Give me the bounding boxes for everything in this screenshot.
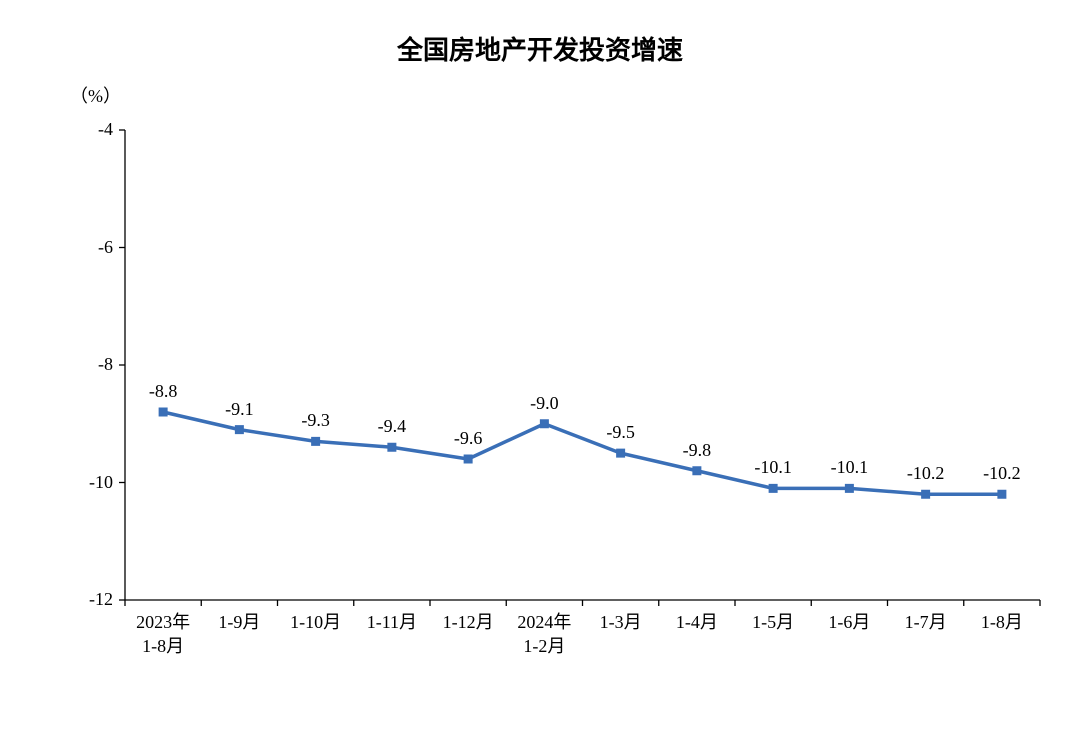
x-tick-label: 1-5月 — [735, 610, 811, 634]
data-label: -9.0 — [509, 393, 579, 414]
data-label: -9.8 — [662, 440, 732, 461]
x-tick-label: 2024年 1-2月 — [506, 610, 582, 659]
data-label: -8.8 — [128, 381, 198, 402]
x-tick-label: 2023年 1-8月 — [125, 610, 201, 659]
x-tick-label: 1-8月 — [964, 610, 1040, 634]
data-label: -10.1 — [814, 457, 884, 478]
y-tick-label: -6 — [98, 237, 113, 258]
y-tick-label: -8 — [98, 354, 113, 375]
y-tick-label: -4 — [98, 119, 113, 140]
x-tick-label: 1-4月 — [659, 610, 735, 634]
x-tick-label: 1-9月 — [201, 610, 277, 634]
x-tick-label: 1-12月 — [430, 610, 506, 634]
chart-container: 全国房地产开发投资增速 （%） -4-6-8-10-122023年 1-8月1-… — [0, 0, 1080, 733]
x-tick-label: 1-7月 — [888, 610, 964, 634]
data-label: -9.4 — [357, 416, 427, 437]
data-label: -9.1 — [204, 399, 274, 420]
x-tick-label: 1-6月 — [811, 610, 887, 634]
y-tick-label: -12 — [89, 589, 113, 610]
y-tick-label: -10 — [89, 472, 113, 493]
x-tick-label: 1-10月 — [278, 610, 354, 634]
data-label: -9.5 — [586, 422, 656, 443]
data-label: -10.2 — [967, 463, 1037, 484]
data-label: -10.1 — [738, 457, 808, 478]
data-label: -10.2 — [891, 463, 961, 484]
x-tick-label: 1-3月 — [583, 610, 659, 634]
x-tick-label: 1-11月 — [354, 610, 430, 634]
data-label: -9.6 — [433, 428, 503, 449]
data-label: -9.3 — [281, 410, 351, 431]
